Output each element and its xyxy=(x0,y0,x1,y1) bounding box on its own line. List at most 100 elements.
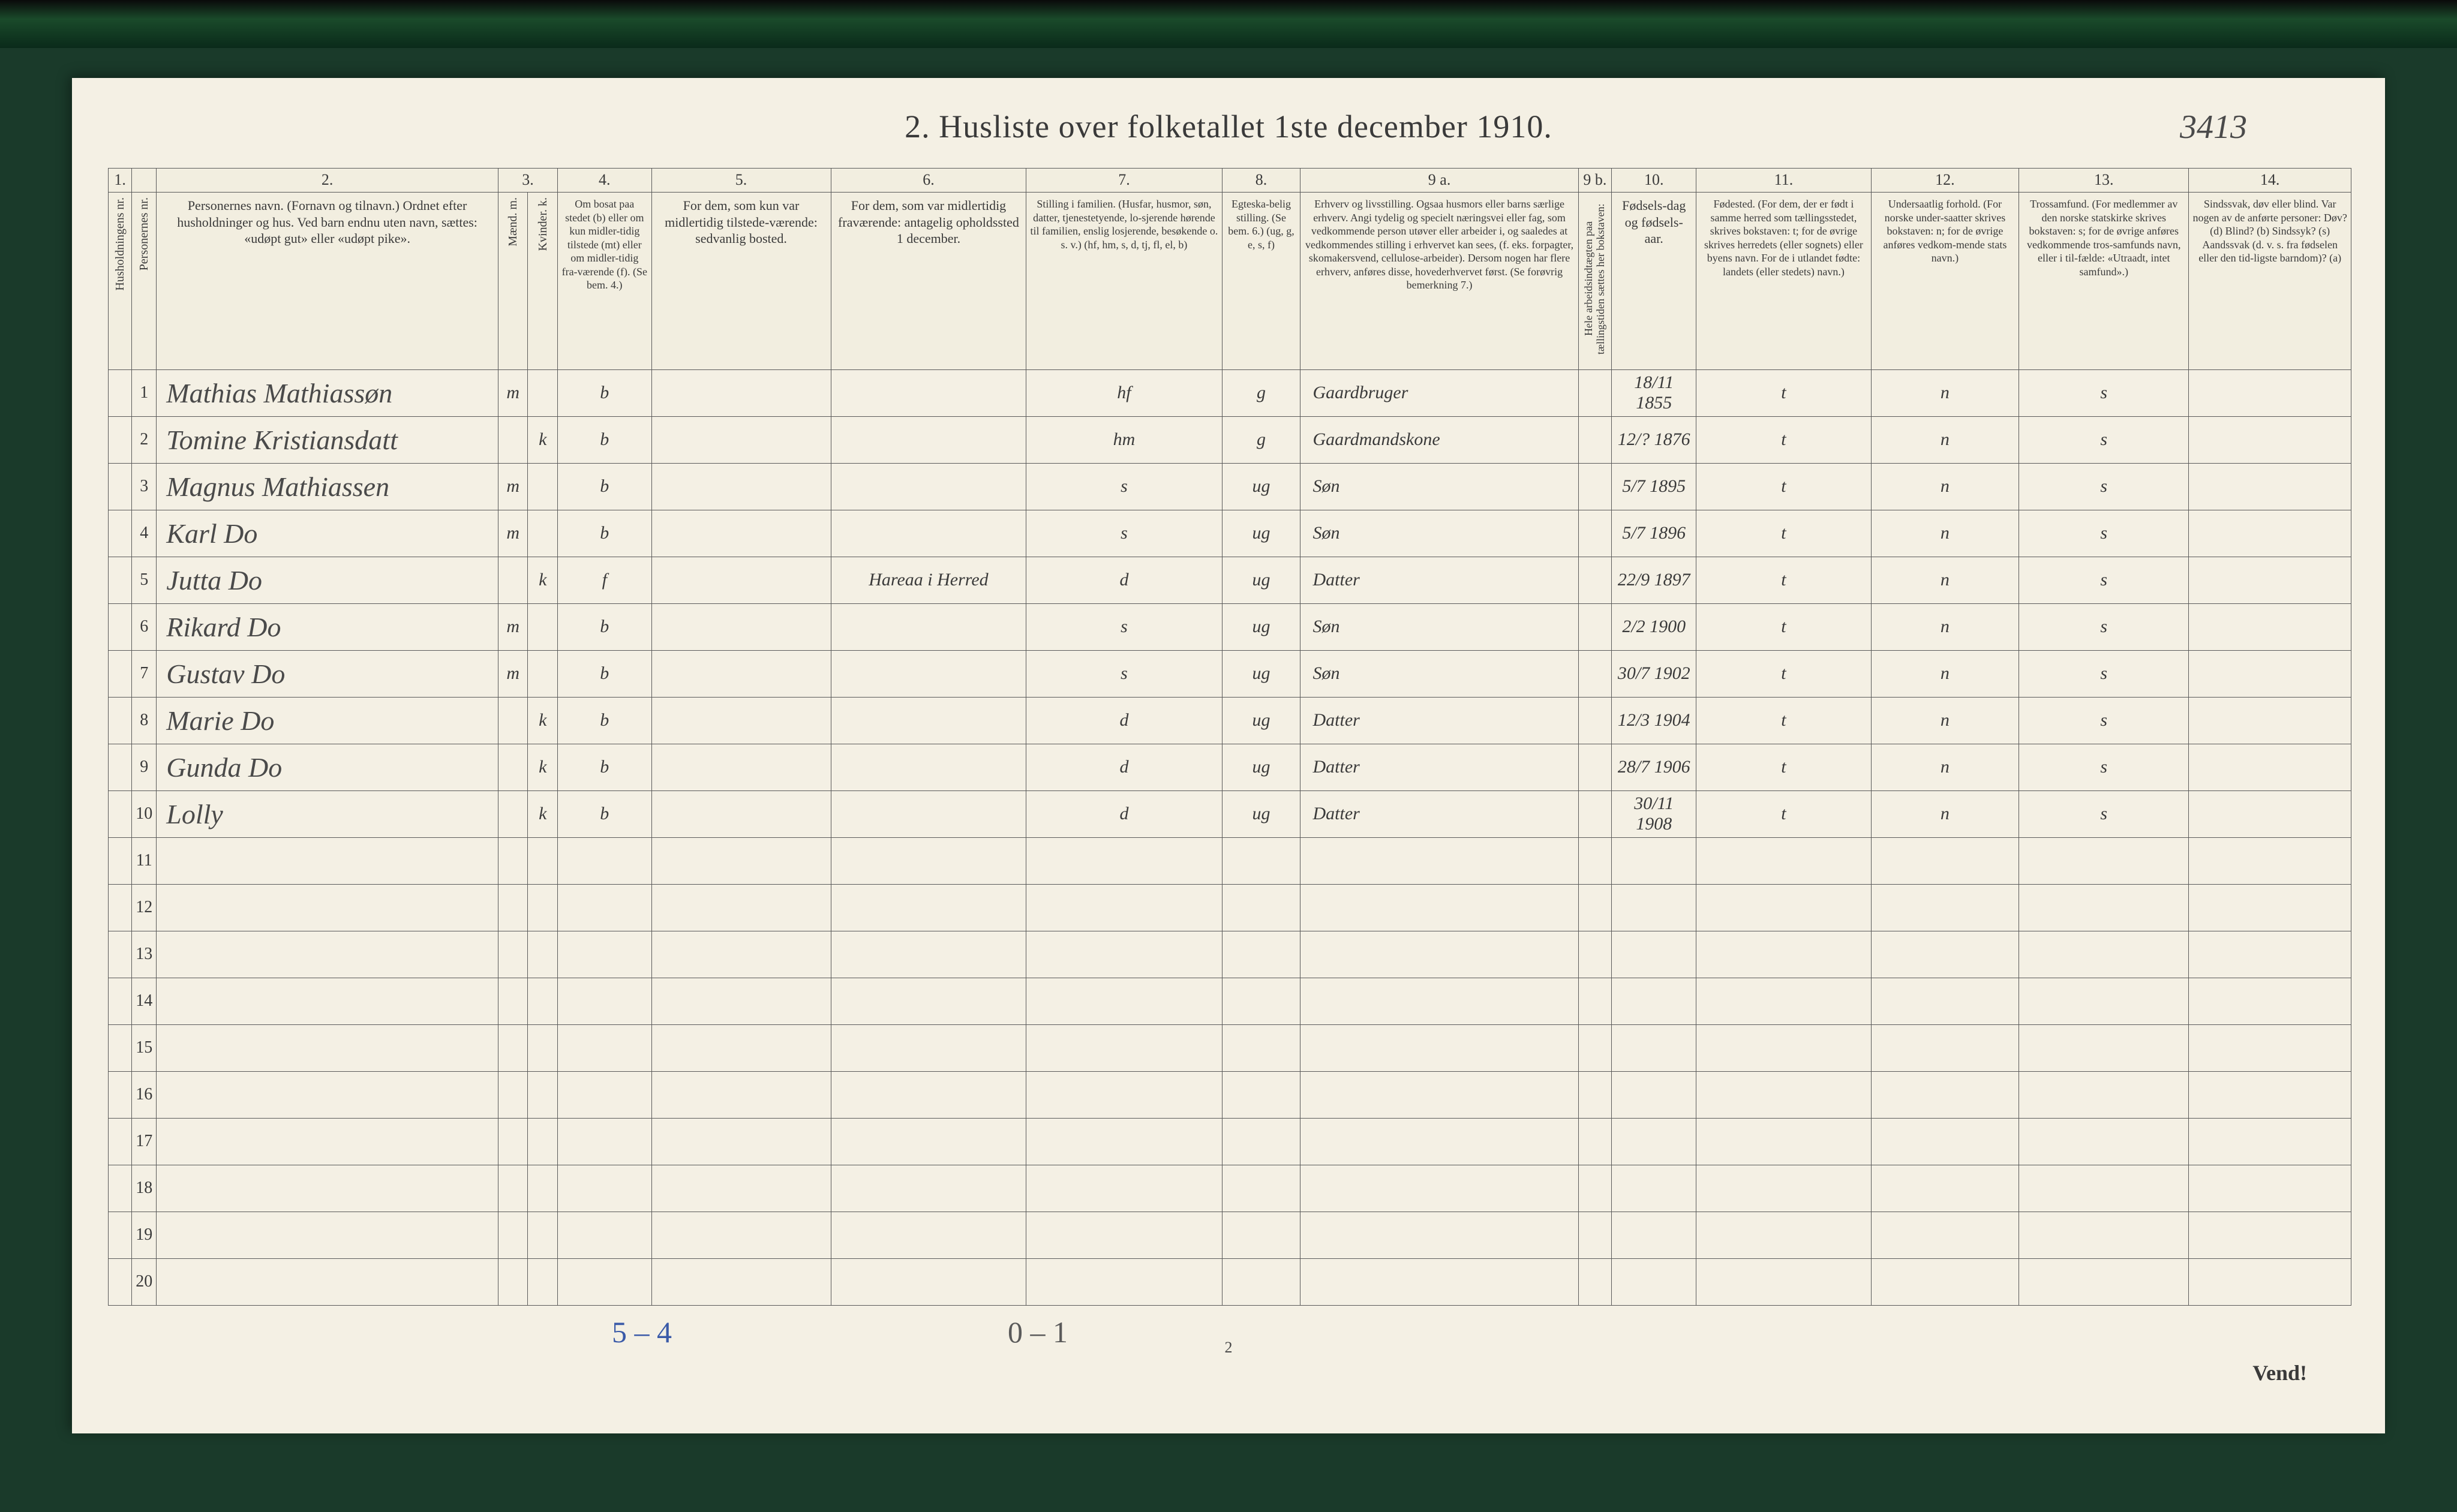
cell-birthplace xyxy=(1696,978,1871,1024)
cell-sex-m xyxy=(498,1118,528,1165)
printed-page-number: 2 xyxy=(1225,1339,1233,1357)
cell-name: Gunda Do xyxy=(157,744,498,790)
cell-birthplace xyxy=(1696,931,1871,978)
cell-sex-k: k xyxy=(528,557,558,603)
cell-occupation: Datter xyxy=(1300,557,1578,603)
cell-religion: s xyxy=(2019,463,2189,510)
table-body: 1Mathias MathiassønmbhfgGaardbruger18/11… xyxy=(109,369,2351,1305)
cell-name xyxy=(157,978,498,1024)
cell-absent xyxy=(831,650,1026,697)
cell-residence: b xyxy=(558,463,651,510)
cell-residence: b xyxy=(558,650,651,697)
cell-dob: 5/7 1896 xyxy=(1612,510,1696,557)
table-row: 1Mathias MathiassønmbhfgGaardbruger18/11… xyxy=(109,369,2351,416)
cell-disability xyxy=(2189,416,2351,463)
cell-birthplace xyxy=(1696,837,1871,884)
hdr-person-nr-text: Personernes nr. xyxy=(137,197,151,270)
cell-dob: 22/9 1897 xyxy=(1612,557,1696,603)
hdr-religion: Trossamfund. (For medlemmer av den norsk… xyxy=(2019,193,2189,370)
colnum-1b xyxy=(132,169,157,193)
cell-religion: s xyxy=(2019,369,2189,416)
cell-usual-res xyxy=(651,744,831,790)
cell-income xyxy=(1578,1024,1612,1071)
cell-citizenship xyxy=(1871,1071,2019,1118)
cell-dob xyxy=(1612,1212,1696,1258)
cell-disability xyxy=(2189,510,2351,557)
cell-religion xyxy=(2019,1212,2189,1258)
cell-person-nr: 20 xyxy=(132,1258,157,1305)
cell-marital xyxy=(1222,1212,1300,1258)
cell-religion xyxy=(2019,1258,2189,1305)
hdr-sex-m-text: Mænd. m. xyxy=(506,197,519,247)
colnum-6: 6. xyxy=(831,169,1026,193)
cell-income xyxy=(1578,978,1612,1024)
cell-dob xyxy=(1612,1024,1696,1071)
table-row: 2Tomine KristiansdattkbhmgGaardmandskone… xyxy=(109,416,2351,463)
cell-occupation xyxy=(1300,1024,1578,1071)
cell-person-nr: 7 xyxy=(132,650,157,697)
colnum-9a: 9 a. xyxy=(1300,169,1578,193)
table-row-empty: 12 xyxy=(109,884,2351,931)
cell-marital: ug xyxy=(1222,790,1300,837)
cell-religion: s xyxy=(2019,697,2189,744)
cell-person-nr: 1 xyxy=(132,369,157,416)
cell-marital: ug xyxy=(1222,463,1300,510)
cell-birthplace xyxy=(1696,1118,1871,1165)
table-row: 10LollykbdugDatter30/11 1908tns xyxy=(109,790,2351,837)
cell-citizenship xyxy=(1871,884,2019,931)
hdr-residence: Om bosat paa stedet (b) eller om kun mid… xyxy=(558,193,651,370)
cell-household-nr xyxy=(109,603,132,650)
cell-occupation: Datter xyxy=(1300,790,1578,837)
cell-disability xyxy=(2189,603,2351,650)
cell-person-nr: 17 xyxy=(132,1118,157,1165)
hdr-family-pos: Stilling i familien. (Husfar, husmor, sø… xyxy=(1026,193,1222,370)
cell-citizenship: n xyxy=(1871,744,2019,790)
cell-person-nr: 10 xyxy=(132,790,157,837)
cell-name xyxy=(157,1024,498,1071)
cell-marital xyxy=(1222,1071,1300,1118)
hdr-sex-m: Mænd. m. xyxy=(498,193,528,370)
cell-birthplace: t xyxy=(1696,557,1871,603)
cell-marital: ug xyxy=(1222,557,1300,603)
cell-absent xyxy=(831,369,1026,416)
cell-dob xyxy=(1612,837,1696,884)
cell-dob: 30/7 1902 xyxy=(1612,650,1696,697)
cell-disability xyxy=(2189,790,2351,837)
cell-occupation: Datter xyxy=(1300,744,1578,790)
cell-residence xyxy=(558,837,651,884)
cell-residence xyxy=(558,1024,651,1071)
hdr-household-nr-text: Husholdningens nr. xyxy=(113,197,127,291)
cell-absent xyxy=(831,1118,1026,1165)
cell-sex-m: m xyxy=(498,463,528,510)
cell-income xyxy=(1578,1071,1612,1118)
cell-family-pos: d xyxy=(1026,557,1222,603)
cell-birthplace: t xyxy=(1696,603,1871,650)
cell-dob: 18/11 1855 xyxy=(1612,369,1696,416)
cell-family-pos: s xyxy=(1026,603,1222,650)
cell-income xyxy=(1578,1258,1612,1305)
cell-usual-res xyxy=(651,697,831,744)
table-row-empty: 20 xyxy=(109,1258,2351,1305)
cell-usual-res xyxy=(651,650,831,697)
cell-absent xyxy=(831,1212,1026,1258)
cell-residence: b xyxy=(558,510,651,557)
cell-family-pos xyxy=(1026,884,1222,931)
hdr-usual-res: For dem, som kun var midlertidig tilsted… xyxy=(651,193,831,370)
cell-occupation: Gaardmandskone xyxy=(1300,416,1578,463)
cell-birthplace: t xyxy=(1696,416,1871,463)
cell-religion: s xyxy=(2019,416,2189,463)
table-row-empty: 13 xyxy=(109,931,2351,978)
cell-usual-res xyxy=(651,837,831,884)
cell-absent xyxy=(831,463,1026,510)
cell-family-pos: hm xyxy=(1026,416,1222,463)
cell-sex-m xyxy=(498,1024,528,1071)
cell-dob xyxy=(1612,884,1696,931)
cell-residence xyxy=(558,1258,651,1305)
cell-absent xyxy=(831,884,1026,931)
cell-citizenship: n xyxy=(1871,697,2019,744)
cell-family-pos xyxy=(1026,931,1222,978)
table-row: 4Karl DombsugSøn5/7 1896tns xyxy=(109,510,2351,557)
cell-residence xyxy=(558,1118,651,1165)
cell-absent xyxy=(831,603,1026,650)
cell-household-nr xyxy=(109,1024,132,1071)
